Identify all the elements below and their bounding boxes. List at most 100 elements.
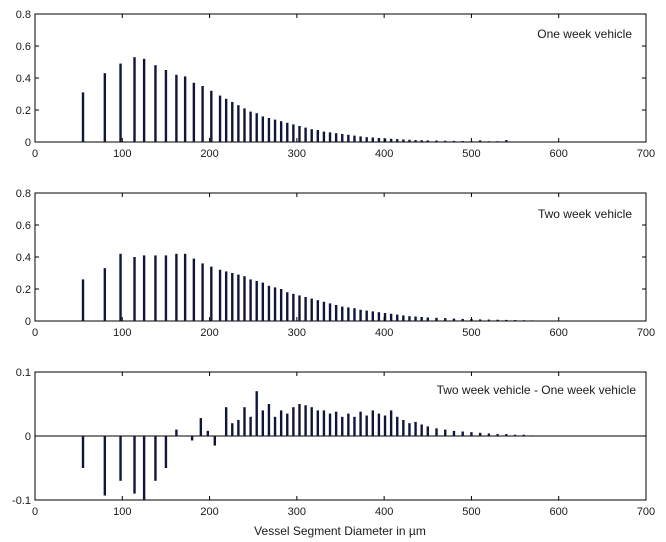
bar (286, 122, 289, 142)
bar (175, 74, 178, 142)
bar (505, 319, 508, 321)
bar (255, 113, 258, 142)
bar (513, 320, 517, 321)
bar (452, 430, 456, 436)
bar (218, 95, 222, 142)
bar (273, 287, 277, 321)
bar (414, 421, 417, 436)
panel-title: Two week vehicle (538, 207, 632, 221)
bar (133, 436, 136, 494)
bar (487, 433, 491, 436)
bar (383, 313, 387, 321)
y-tick-label: 0.6 (16, 41, 31, 53)
bar (470, 432, 473, 436)
bar (371, 311, 374, 321)
bar (353, 416, 356, 436)
bar (142, 436, 146, 500)
bar (231, 273, 234, 321)
y-tick-label: 0.8 (16, 188, 31, 200)
bar (286, 413, 289, 436)
x-tick-label: 300 (288, 327, 306, 339)
bar (408, 423, 411, 436)
bar (396, 139, 399, 142)
bar (119, 436, 122, 481)
bar (304, 127, 307, 142)
x-tick-label: 600 (550, 506, 568, 518)
x-tick-label: 400 (375, 327, 393, 339)
bar (267, 404, 271, 436)
bar-group (81, 57, 508, 143)
bar (365, 415, 368, 436)
y-tick-label: 0 (25, 316, 31, 328)
bar (420, 140, 423, 142)
x-tick-label: 600 (550, 148, 568, 160)
bar (273, 416, 277, 436)
panel-difference: Two week vehicle - One week vehicle 0 100… (12, 367, 655, 538)
bar (402, 315, 405, 321)
panel-one-week: One week vehicle 0 100 200 300 400 500 600 700 … (16, 9, 655, 160)
bar (359, 411, 362, 436)
bar (328, 132, 332, 142)
bar (334, 411, 338, 436)
bar (243, 407, 246, 436)
bar (249, 279, 252, 321)
y-tick-label: 0.6 (16, 220, 31, 232)
bar (164, 255, 168, 321)
bar (371, 137, 374, 142)
bar (81, 92, 85, 142)
bar (414, 316, 417, 321)
bar (531, 435, 534, 436)
x-tick-label: 200 (200, 506, 218, 518)
bar (328, 303, 332, 321)
bar (243, 108, 246, 142)
x-tick-label: 0 (32, 327, 38, 339)
bar (218, 269, 222, 321)
x-tick-label: 500 (462, 506, 480, 518)
x-tick-label: 300 (288, 506, 306, 518)
bar (249, 416, 252, 436)
bar (279, 121, 283, 142)
x-tick-label: 0 (32, 148, 38, 160)
x-ticks: 0 100 200 300 400 500 600 700 (32, 193, 655, 339)
bar (81, 436, 85, 468)
x-tick-label: 600 (550, 327, 568, 339)
bar (353, 135, 356, 142)
bar (304, 405, 307, 436)
bar (273, 119, 277, 142)
bar (496, 141, 499, 142)
bar (103, 73, 107, 142)
x-ticks: 0 100 200 300 400 500 600 700 (32, 372, 655, 518)
bar (201, 86, 204, 142)
bar (183, 253, 187, 321)
bar (316, 130, 320, 142)
bar (190, 436, 194, 441)
y-tick-label: 0.1 (16, 367, 31, 379)
bar (420, 317, 423, 321)
bar (224, 271, 228, 321)
bar (210, 266, 213, 321)
bar (452, 318, 456, 321)
bar (478, 432, 482, 436)
bar (389, 410, 393, 436)
bar (81, 279, 85, 321)
bar (487, 141, 491, 142)
bar (389, 313, 393, 321)
axes-box (34, 192, 647, 322)
bar (316, 410, 320, 436)
bar (341, 306, 344, 321)
y-ticks: -0.1 0 0.1 (12, 367, 646, 507)
bar (513, 434, 517, 436)
bar (164, 70, 168, 142)
bar (435, 428, 438, 436)
bar (292, 293, 295, 321)
bar (310, 129, 313, 142)
bar (452, 140, 456, 142)
y-tick-label: 0 (25, 137, 31, 149)
bar (365, 310, 368, 321)
bar (478, 319, 482, 321)
bar (389, 138, 393, 142)
bar (371, 410, 374, 436)
bar (119, 253, 122, 321)
bar (279, 410, 283, 436)
